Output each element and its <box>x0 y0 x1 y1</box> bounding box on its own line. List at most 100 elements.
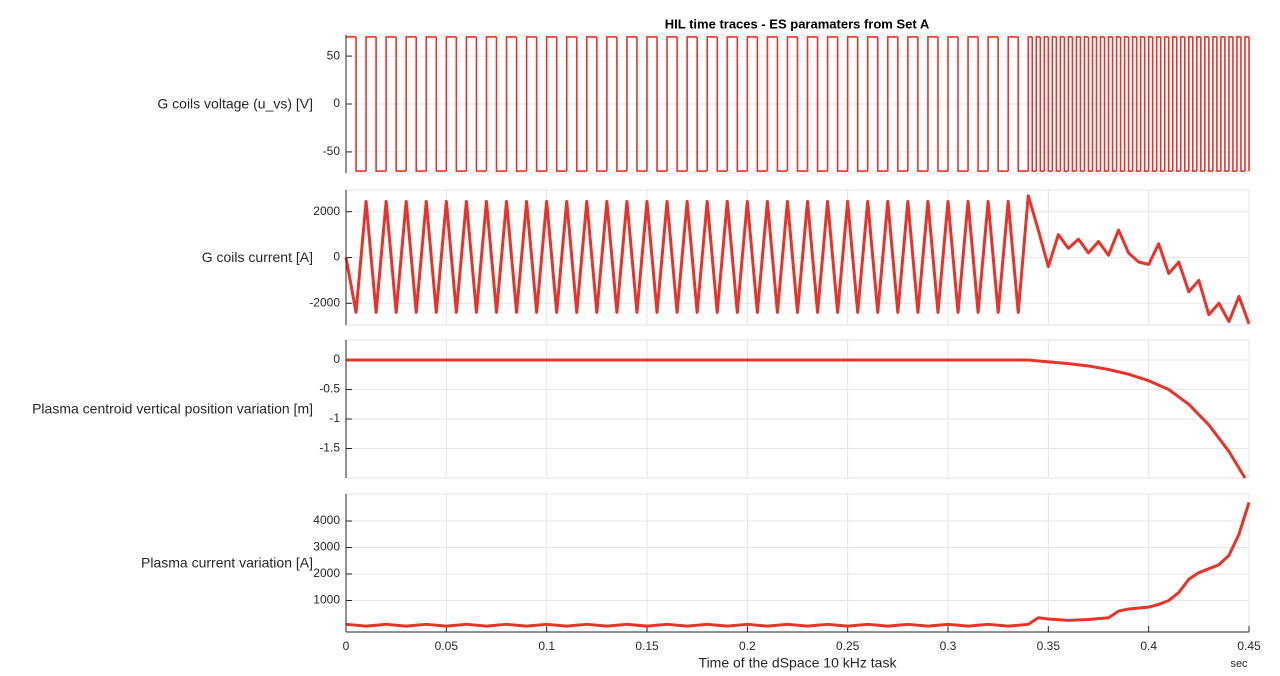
voltage-step <box>485 36 497 172</box>
voltage-step <box>706 36 718 172</box>
voltage-step <box>545 36 557 172</box>
voltage-step <box>907 36 918 172</box>
y-tick-label: -1.5 <box>319 441 340 455</box>
voltage-step <box>1228 36 1233 172</box>
voltage-step <box>425 36 437 172</box>
plot-area <box>345 339 1250 479</box>
voltage-step <box>575 36 587 172</box>
y-axis-label: G coils voltage (u_vs) [V] <box>157 96 313 112</box>
voltage-step <box>1051 36 1057 172</box>
voltage-step <box>1212 36 1217 172</box>
voltage-step <box>1123 36 1129 172</box>
voltage-step <box>977 36 989 172</box>
voltage-step <box>1244 36 1249 172</box>
voltage-step <box>1111 36 1117 172</box>
voltage-step <box>666 36 678 172</box>
y-tick-label: 2000 <box>313 566 340 580</box>
voltage-step <box>1240 36 1245 172</box>
y-tick-label: 0 <box>333 352 340 366</box>
voltage-step <box>1236 36 1241 172</box>
voltage-step <box>1043 36 1049 172</box>
voltage-step <box>1035 36 1041 172</box>
x-tick-label: 0.25 <box>836 639 860 653</box>
y-axis-label: Plasma current variation [A] <box>141 555 313 571</box>
voltage-step <box>927 36 938 172</box>
voltage-step <box>435 36 447 172</box>
voltage-step <box>1103 36 1109 172</box>
y-tick-label: 50 <box>327 48 341 62</box>
voltage-step <box>1131 36 1137 172</box>
voltage-step <box>495 36 507 172</box>
voltage-step <box>967 36 979 172</box>
y-axis-label: Plasma centroid vertical position variat… <box>32 401 313 417</box>
voltage-step <box>1232 36 1237 172</box>
voltage-step <box>1167 36 1173 172</box>
voltage-step <box>1139 36 1145 172</box>
x-axis-label: Time of the dSpace 10 kHz task <box>699 655 898 671</box>
y-tick-label: 4000 <box>313 513 340 527</box>
voltage-step <box>716 36 728 172</box>
y-tick-label: 2000 <box>313 204 340 218</box>
voltage-step <box>1059 36 1065 172</box>
voltage-step <box>1083 36 1089 172</box>
voltage-step <box>535 36 547 172</box>
voltage-step <box>555 36 567 172</box>
x-axis-unit: sec <box>1230 658 1248 670</box>
voltage-step <box>1155 36 1161 172</box>
voltage-step <box>1171 36 1177 172</box>
voltage-step <box>395 36 407 172</box>
y-tick-label: -0.5 <box>319 382 340 396</box>
voltage-step <box>656 36 668 172</box>
voltage-step <box>606 36 617 172</box>
voltage-step <box>746 36 758 172</box>
voltage-step <box>917 36 928 172</box>
voltage-step <box>1196 36 1201 172</box>
voltage-step <box>1175 36 1181 172</box>
x-tick-label: 0.2 <box>739 639 756 653</box>
voltage-step <box>876 36 888 172</box>
voltage-step <box>586 36 597 172</box>
voltage-step <box>686 36 698 172</box>
voltage-step <box>1067 36 1073 172</box>
x-tick-label: 0.05 <box>435 639 459 653</box>
voltage-step <box>355 36 367 172</box>
voltage-step <box>405 36 417 172</box>
x-tick-label: 0 <box>343 639 350 653</box>
y-axis-label: G coils current [A] <box>202 249 313 265</box>
voltage-step <box>1071 36 1077 172</box>
x-tick-label: 0.4 <box>1140 639 1157 653</box>
voltage-step <box>1007 36 1019 172</box>
voltage-step <box>626 36 637 172</box>
y-tick-label: 1000 <box>313 593 340 607</box>
voltage-step <box>1204 36 1209 172</box>
voltage-step <box>796 36 808 172</box>
y-tick-label: 3000 <box>313 540 340 554</box>
voltage-step <box>997 36 1009 172</box>
voltage-step <box>957 36 969 172</box>
voltage-step <box>897 36 908 172</box>
voltage-step <box>385 36 397 172</box>
voltage-step <box>1192 36 1197 172</box>
voltage-step <box>937 36 948 172</box>
voltage-step <box>676 36 688 172</box>
voltage-step <box>766 36 778 172</box>
y-tick-label: -2000 <box>309 295 340 309</box>
voltage-step <box>786 36 798 172</box>
voltage-step <box>505 36 517 172</box>
chart-title: HIL time traces - ES paramaters from Set… <box>665 16 930 31</box>
voltage-step <box>1099 36 1105 172</box>
voltage-step <box>1224 36 1229 172</box>
voltage-step <box>846 36 858 172</box>
voltage-step <box>1063 36 1069 172</box>
y-tick-label: -1 <box>329 411 340 425</box>
voltage-step <box>465 36 477 172</box>
voltage-step <box>475 36 487 172</box>
voltage-step <box>375 36 387 172</box>
voltage-step <box>1163 36 1169 172</box>
voltage-step <box>1087 36 1093 172</box>
voltage-step <box>616 36 627 172</box>
voltage-step <box>1055 36 1061 172</box>
voltage-step <box>1127 36 1133 172</box>
voltage-step <box>776 36 788 172</box>
